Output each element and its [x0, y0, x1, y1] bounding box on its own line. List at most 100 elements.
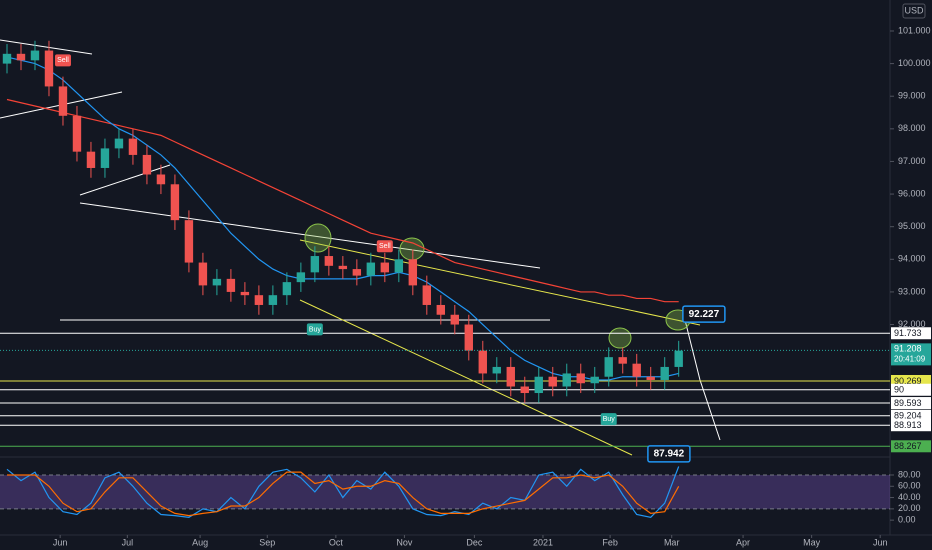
y-tick-label: 96.000: [898, 188, 926, 198]
candle-body: [2, 53, 12, 64]
level-label: 89.593: [894, 398, 922, 408]
level-label: 91.733: [894, 328, 922, 338]
callout-label: 92.227: [689, 309, 720, 320]
oscillator-line: [6, 466, 680, 518]
last-price-tag: [891, 343, 931, 366]
candle-body: [618, 357, 627, 364]
candle-body: [590, 376, 599, 384]
level-label: 90: [894, 385, 904, 395]
candle-body: [548, 376, 557, 387]
candle-body: [478, 350, 487, 374]
candle-body: [156, 174, 166, 185]
candle-body: [128, 138, 138, 155]
candle-body: [464, 324, 473, 351]
candle-body: [422, 285, 432, 305]
x-tick-label: Dec: [466, 537, 483, 547]
candle-body: [674, 350, 683, 367]
candle-body: [16, 53, 26, 61]
candle-body: [436, 304, 445, 315]
candle-body: [576, 373, 585, 384]
trend-line: [0, 39, 93, 55]
callout-box: [647, 445, 691, 463]
candle-body: [282, 282, 292, 296]
y-tick-label: 80.00: [898, 469, 921, 479]
candle-body: [240, 291, 250, 296]
candle-body: [100, 148, 110, 168]
candle-body: [380, 262, 390, 273]
candle-body: [44, 50, 54, 87]
y-tick-label: 100.000: [898, 58, 931, 68]
y-tick-label: 95.000: [898, 221, 926, 231]
candle-body: [58, 86, 68, 116]
candle-body: [520, 386, 529, 394]
signal-label: Sell: [379, 243, 391, 250]
candle-body: [604, 357, 613, 377]
level-label: 90.269: [894, 376, 922, 386]
x-tick-label: Jun: [53, 537, 68, 547]
level-tag: [891, 327, 931, 340]
level-tag: [891, 397, 931, 410]
y-tick-label: 94.000: [898, 254, 926, 264]
candle-body: [296, 272, 306, 283]
candle-body: [632, 363, 641, 377]
x-tick-label: Apr: [736, 537, 750, 547]
candle-body: [30, 50, 40, 61]
moving-average: [6, 98, 679, 303]
candle-body: [226, 278, 236, 292]
y-tick-label: 92.000: [898, 319, 926, 329]
y-tick-label: 97.000: [898, 156, 926, 166]
candle-body: [310, 256, 320, 273]
x-tick-label: Mar: [664, 537, 680, 547]
candle-body: [450, 314, 459, 325]
candle-body: [72, 115, 82, 152]
signal-tag: [54, 54, 71, 67]
signal-label: Buy: [309, 326, 322, 333]
y-tick-label: 60.00: [898, 481, 921, 491]
callout-label: 87.942: [654, 449, 685, 460]
candle-body: [646, 376, 655, 380]
candle-body: [268, 295, 278, 305]
candle-body: [170, 184, 180, 221]
signal-tag: [376, 240, 393, 253]
signal-label: Buy: [603, 416, 616, 423]
candle-body: [212, 278, 222, 286]
candle-body: [338, 265, 348, 270]
x-tick-label: 2021: [533, 537, 553, 547]
candle-body: [408, 259, 418, 286]
signal-label: Sell: [57, 57, 69, 64]
level-label: 88.913: [894, 420, 922, 430]
y-tick-label: 0.00: [898, 515, 916, 525]
candle-body: [352, 269, 362, 276]
y-tick-label: 99.000: [898, 91, 926, 101]
trend-line: [79, 202, 541, 269]
x-tick-label: Nov: [396, 537, 413, 547]
signal-tag: [600, 413, 617, 426]
x-tick-label: Aug: [192, 537, 208, 547]
candle-body: [506, 366, 515, 387]
signal-tag: [306, 323, 323, 336]
x-tick-label: Sep: [259, 537, 275, 547]
candle-body: [142, 154, 152, 175]
highlight: [608, 327, 632, 349]
trend-line: [79, 164, 171, 196]
candle-body: [394, 259, 404, 273]
level-tag: [891, 409, 931, 422]
candle-body: [198, 262, 208, 286]
x-tick-label: Jun: [873, 537, 888, 547]
candle-body: [492, 366, 501, 374]
projection-arrow: [684, 319, 721, 441]
y-tick-label: 20.00: [898, 503, 921, 513]
candle-body: [114, 138, 124, 149]
y-tick-label: 101.000: [898, 25, 931, 35]
candle-body: [366, 262, 376, 276]
x-tick-label: Oct: [329, 537, 344, 547]
trend-line: [299, 239, 701, 326]
level-label: 89.204: [894, 411, 922, 421]
oscillator-band: [0, 474, 890, 509]
candle-body: [184, 220, 194, 263]
level-tag: [891, 419, 931, 432]
candle-body: [86, 151, 96, 168]
candle-body: [324, 256, 334, 266]
